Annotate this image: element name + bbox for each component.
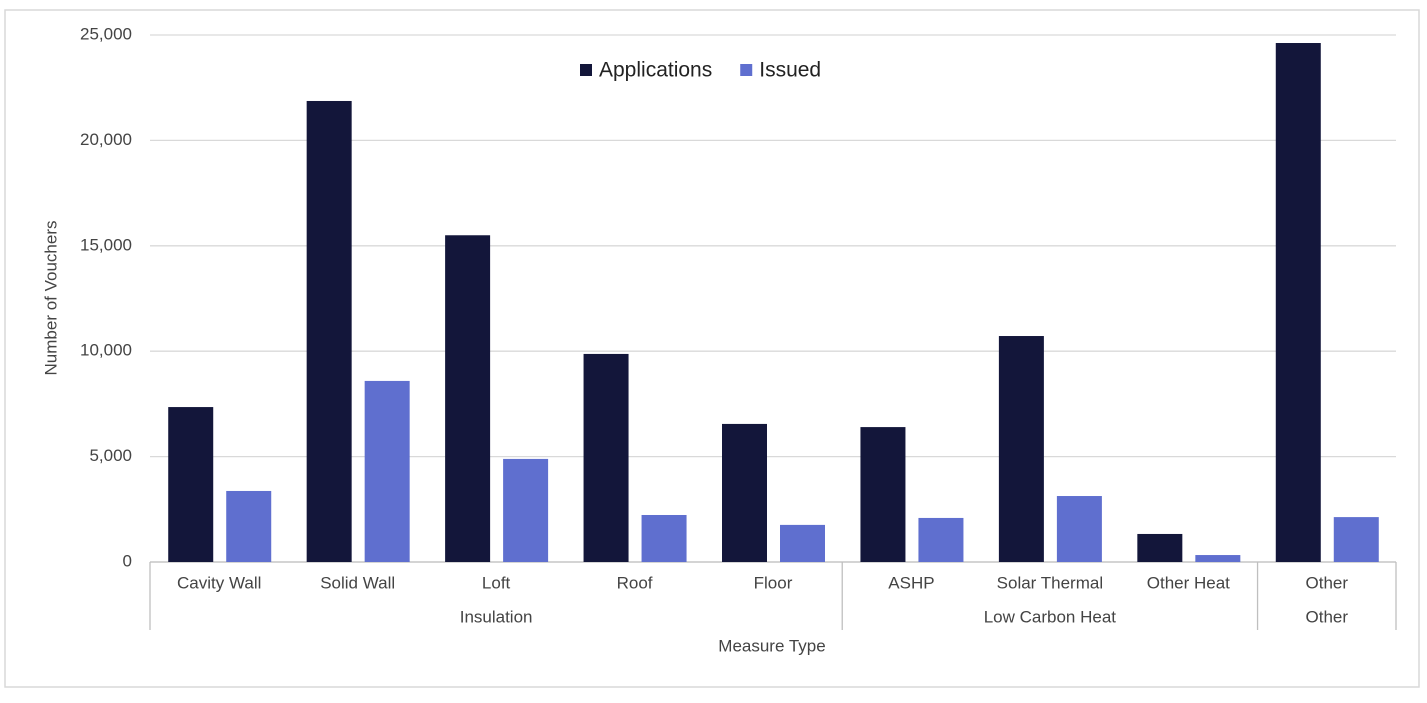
bar (1195, 555, 1241, 562)
y-tick-label: 20,000 (80, 130, 132, 149)
bar (998, 336, 1044, 562)
x-tick-label: Floor (754, 573, 793, 592)
y-axis-title: Number of Vouchers (41, 221, 60, 376)
bar (641, 514, 687, 562)
bar (918, 517, 964, 562)
bar (1056, 496, 1102, 562)
bar (168, 407, 214, 562)
bar (780, 524, 825, 562)
bar (1275, 43, 1321, 563)
bar (503, 458, 549, 562)
bar (860, 427, 906, 562)
x-tick-label: ASHP (888, 573, 934, 592)
x-axis-title: Measure Type (718, 636, 825, 655)
legend-text: Applications (599, 59, 712, 82)
y-tick-label: 0 (123, 551, 132, 570)
bar (722, 423, 767, 562)
y-tick-label: 5,000 (89, 446, 132, 465)
legend-swatch (580, 64, 592, 76)
bar (306, 100, 352, 562)
x-tick-label: Other (1306, 573, 1349, 592)
legend-text: Issued (759, 59, 821, 82)
chart-frame (4, 9, 1420, 688)
x-tick-label: Solar Thermal (997, 573, 1103, 592)
group-label: Insulation (460, 607, 533, 626)
bar (226, 490, 272, 562)
bar (445, 235, 491, 562)
x-tick-label: Roof (617, 573, 653, 592)
x-tick-label: Cavity Wall (177, 573, 261, 592)
y-tick-label: 15,000 (80, 235, 132, 254)
y-tick-label: 25,000 (80, 24, 132, 43)
x-tick-label: Other Heat (1147, 573, 1230, 592)
bar (1137, 533, 1183, 562)
bar (1333, 517, 1379, 562)
group-label: Low Carbon Heat (984, 607, 1117, 626)
legend-swatch (740, 64, 753, 76)
x-tick-label: Solid Wall (320, 573, 395, 592)
bar (364, 380, 410, 562)
y-tick-label: 10,000 (80, 341, 132, 360)
group-label: Other (1306, 607, 1349, 626)
bar (583, 353, 629, 562)
x-tick-label: Loft (482, 573, 511, 592)
